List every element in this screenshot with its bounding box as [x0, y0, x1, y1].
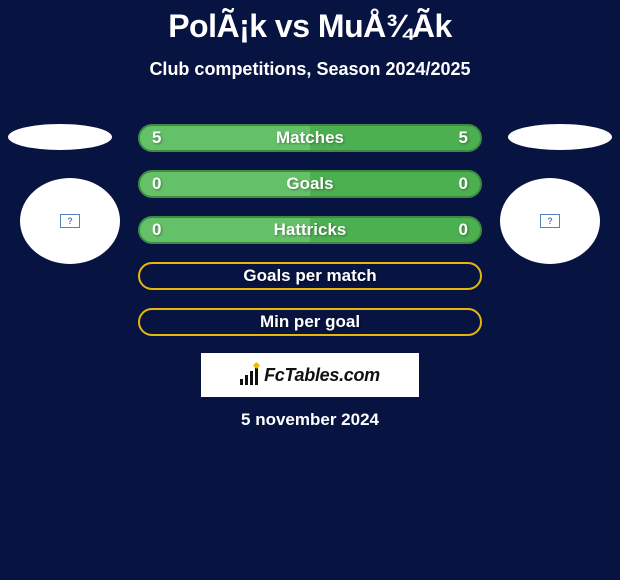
stat-label: Goals per match — [140, 266, 480, 286]
page-title: PolÃ¡k vs MuÅ¾Ã­k — [0, 0, 620, 45]
stat-right-value: 0 — [459, 220, 468, 240]
stat-right-value: 5 — [459, 128, 468, 148]
player-right-ellipse — [508, 124, 612, 150]
stat-label: Hattricks — [140, 220, 480, 240]
fctables-logo[interactable]: FcTables.com — [201, 353, 419, 397]
placeholder-icon: ? — [540, 214, 560, 228]
stat-right-value: 0 — [459, 174, 468, 194]
player-right-avatar: ? — [500, 178, 600, 264]
player-left-ellipse — [8, 124, 112, 150]
stat-label: Min per goal — [140, 312, 480, 332]
date-line: 5 november 2024 — [0, 410, 620, 430]
logo-bars-icon — [240, 365, 258, 385]
stat-rows: 5Matches50Goals00Hattricks0Goals per mat… — [138, 124, 482, 354]
stat-row: 5Matches5 — [138, 124, 482, 152]
stat-label: Matches — [140, 128, 480, 148]
stat-label: Goals — [140, 174, 480, 194]
logo-text: FcTables.com — [264, 365, 380, 386]
stat-row: Min per goal — [138, 308, 482, 336]
stat-row: Goals per match — [138, 262, 482, 290]
subtitle: Club competitions, Season 2024/2025 — [0, 59, 620, 80]
player-left-avatar: ? — [20, 178, 120, 264]
stat-row: 0Goals0 — [138, 170, 482, 198]
stat-row: 0Hattricks0 — [138, 216, 482, 244]
placeholder-icon: ? — [60, 214, 80, 228]
